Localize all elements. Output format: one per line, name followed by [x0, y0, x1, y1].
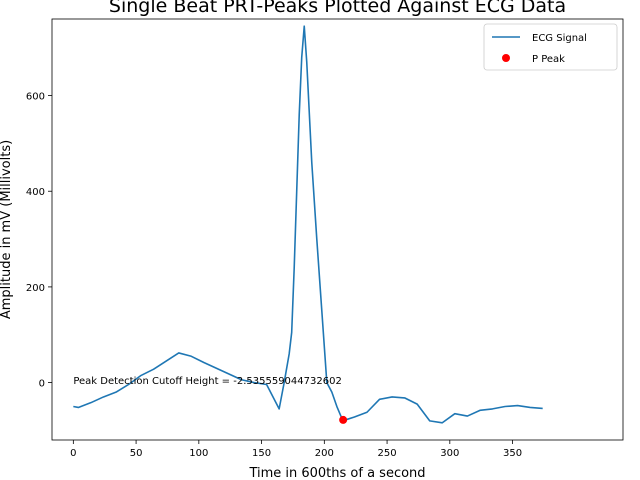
y-axis-label: Amplitude in mV (Millivolts): [0, 140, 14, 319]
chart-title: Single Beat PRT-Peaks Plotted Against EC…: [109, 0, 566, 17]
legend-label: ECG Signal: [532, 33, 587, 44]
legend-box: [483, 23, 618, 71]
legend: ECG Signal P Peak: [483, 23, 618, 71]
x-ticks: 0 50 100 150 200 250 300 350: [70, 440, 522, 459]
ecg-signal-line: [73, 25, 543, 424]
plot-area: [73, 25, 543, 424]
cutoff-annotation: Peak Detection Cutoff Height = -2.535559…: [73, 376, 342, 387]
y-ticks: 0 200 400 600: [26, 92, 52, 390]
x-tick-label: 200: [315, 448, 334, 459]
y-tick-label: 0: [39, 379, 45, 390]
x-tick-label: 150: [252, 448, 271, 459]
x-tick-label: 350: [503, 448, 522, 459]
x-axis-label: Time in 600ths of a second: [248, 466, 425, 480]
x-tick-label: 100: [189, 448, 208, 459]
y-tick-label: 400: [26, 187, 45, 198]
x-tick-label: 250: [378, 448, 397, 459]
x-tick-label: 0: [70, 448, 76, 459]
legend-marker-swatch: [502, 54, 510, 62]
y-tick-label: 600: [26, 92, 45, 103]
x-tick-label: 50: [130, 448, 143, 459]
axes-frame: [51, 18, 624, 441]
x-tick-label: 300: [440, 448, 459, 459]
legend-label: P Peak: [532, 54, 565, 65]
p-peak-point: [339, 415, 348, 424]
y-tick-label: 200: [26, 283, 45, 294]
